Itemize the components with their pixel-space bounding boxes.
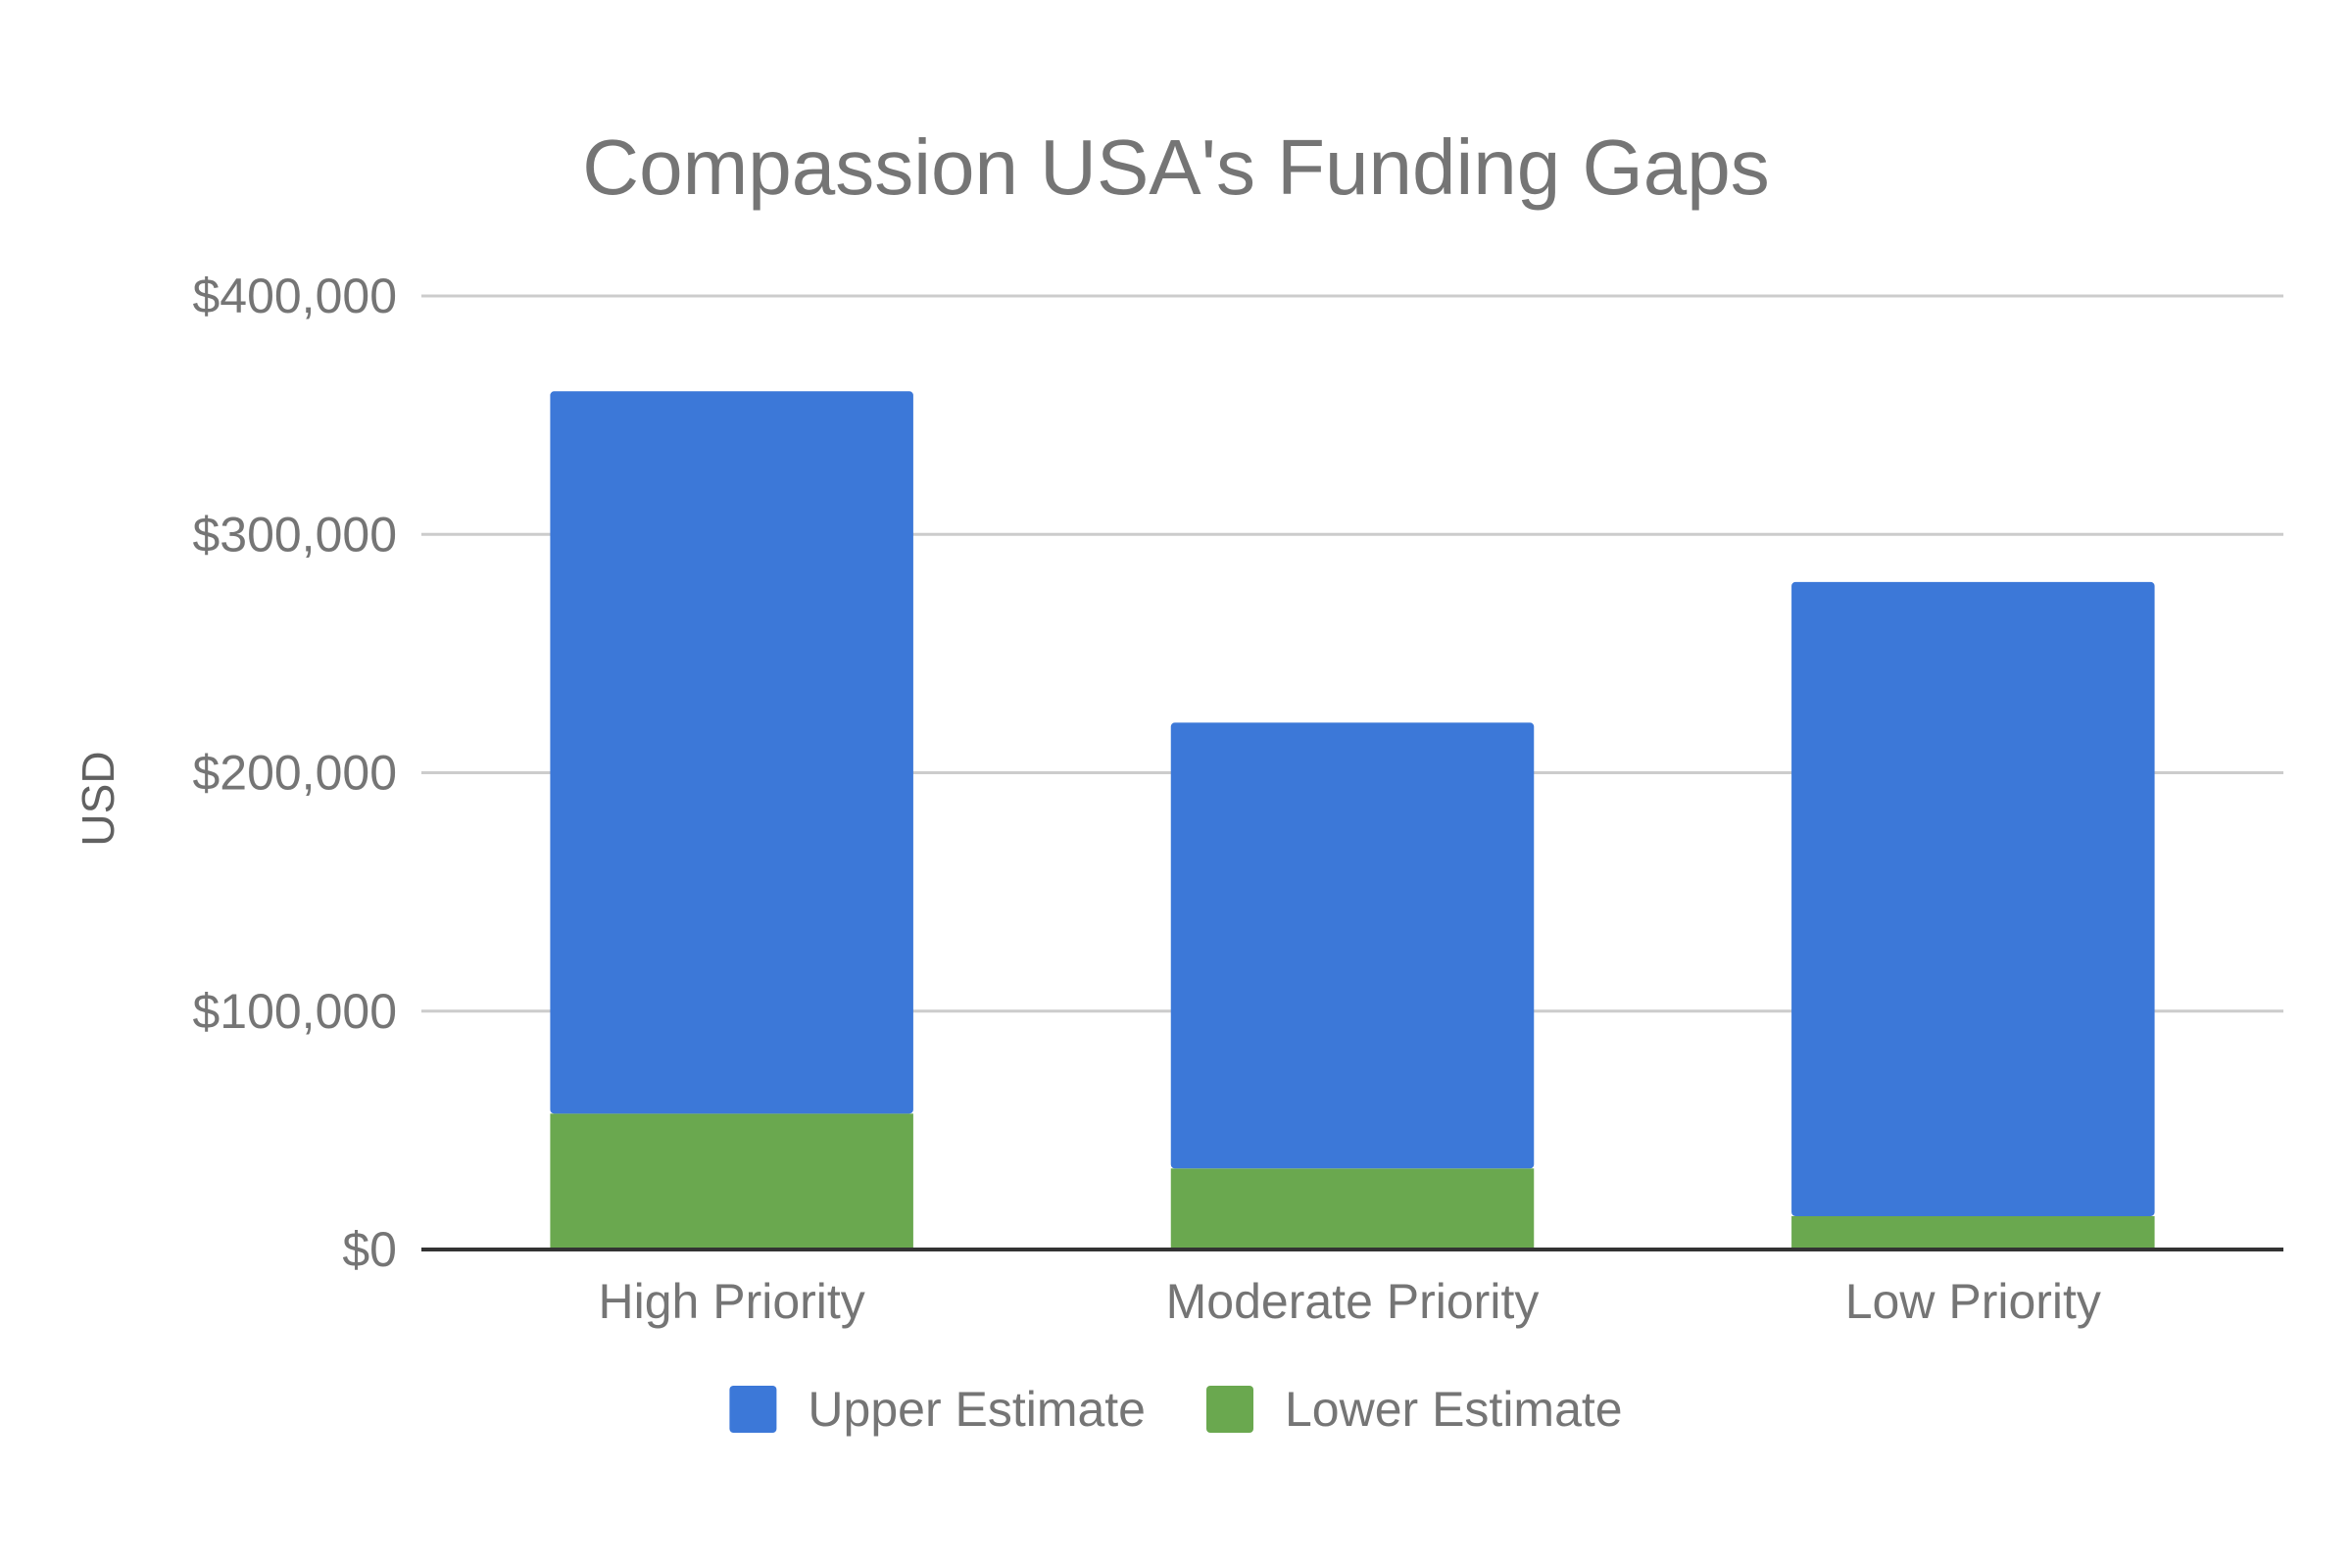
bars xyxy=(550,391,2155,1250)
y-tick-label: $100,000 xyxy=(192,984,397,1039)
legend-swatch xyxy=(1206,1386,1253,1433)
y-tick-label: $300,000 xyxy=(192,507,397,562)
y-tick-label: $0 xyxy=(342,1222,397,1277)
axes: $0 $100,000 $200,000 $300,000 $400,000 High P… xyxy=(192,269,2283,1329)
bar-lower-estimate xyxy=(550,1113,913,1250)
bar-upper-estimate xyxy=(1791,581,2155,1216)
legend-swatch xyxy=(729,1386,777,1433)
bar-lower-estimate xyxy=(1791,1215,2155,1250)
bar-upper-estimate xyxy=(550,391,913,1114)
chart-title: Compassion USA's Funding Gaps xyxy=(582,123,1769,211)
legend-label: Upper Estimate xyxy=(808,1382,1146,1437)
x-tick-label: Moderate Priority xyxy=(1166,1274,1540,1329)
y-axis-title: USD xyxy=(73,751,123,846)
bar-lower-estimate xyxy=(1170,1168,1535,1250)
y-tick-label: $400,000 xyxy=(192,269,397,323)
legend-label: Lower Estimate xyxy=(1285,1382,1623,1437)
bar-upper-estimate xyxy=(1170,722,1535,1169)
x-tick-label: Low Priority xyxy=(1845,1274,2101,1329)
x-tick-label: High Priority xyxy=(599,1274,865,1329)
legend: Upper Estimate Lower Estimate xyxy=(729,1382,1623,1437)
y-tick-label: $200,000 xyxy=(192,746,397,801)
